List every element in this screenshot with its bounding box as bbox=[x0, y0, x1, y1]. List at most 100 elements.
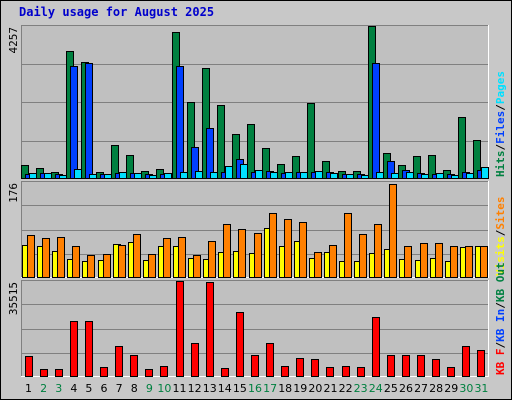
legend-item: Pages bbox=[494, 71, 507, 104]
bar-sites-day-18 bbox=[284, 219, 292, 278]
y-max-label: 176 bbox=[7, 183, 20, 203]
bar-pages-day-17 bbox=[270, 172, 278, 179]
bar-pages-day-8 bbox=[134, 173, 142, 179]
legend-item: KB F bbox=[494, 349, 507, 376]
bar-pages-day-10 bbox=[164, 173, 172, 179]
x-tick-label: 14 bbox=[218, 382, 232, 395]
bar-pages-day-18 bbox=[285, 172, 293, 179]
bar-pages-day-30 bbox=[466, 173, 474, 179]
bar-pages-day-7 bbox=[119, 172, 127, 179]
bar-files-day-4 bbox=[70, 66, 78, 179]
x-tick-label: 26 bbox=[399, 382, 413, 395]
y-max-label: 4257 bbox=[7, 27, 20, 54]
bar-hits-day-16 bbox=[247, 124, 255, 179]
x-tick-label: 10 bbox=[157, 382, 171, 395]
bar-pages-day-5 bbox=[89, 174, 97, 179]
bar-pages-day-12 bbox=[195, 171, 203, 179]
x-tick-label: 17 bbox=[263, 382, 277, 395]
bar-kb-f-day-29 bbox=[447, 367, 455, 377]
bar-pages-day-14 bbox=[225, 166, 233, 179]
bar-kb-f-day-2 bbox=[40, 369, 48, 377]
x-tick-label: 30 bbox=[459, 382, 473, 395]
x-tick-label: 11 bbox=[173, 382, 187, 395]
bar-sites-day-5 bbox=[87, 255, 95, 278]
bar-files-day-11 bbox=[176, 66, 184, 179]
bar-kb-f-day-4 bbox=[70, 321, 78, 377]
x-tick-label: 20 bbox=[308, 382, 322, 395]
bar-sites-day-3 bbox=[57, 237, 65, 278]
bar-kb-f-day-9 bbox=[145, 369, 153, 377]
bar-kb-f-day-17 bbox=[266, 343, 274, 377]
bar-kb-f-day-21 bbox=[326, 367, 334, 377]
x-tick-label: 29 bbox=[444, 382, 458, 395]
bar-kb-f-day-13 bbox=[206, 282, 214, 377]
x-tick-label: 22 bbox=[339, 382, 353, 395]
legend-item: Files bbox=[494, 111, 507, 144]
x-tick-label: 15 bbox=[233, 382, 247, 395]
bar-kb-f-day-18 bbox=[281, 366, 289, 377]
legend-item: Hits bbox=[494, 151, 507, 178]
bar-sites-day-17 bbox=[269, 213, 277, 278]
x-tick-label: 19 bbox=[293, 382, 307, 395]
x-tick-label: 1 bbox=[25, 382, 32, 395]
bar-pages-day-21 bbox=[330, 173, 338, 179]
bar-kb-f-day-16 bbox=[251, 355, 259, 377]
bar-sites-day-15 bbox=[238, 229, 246, 278]
x-tick-label: 9 bbox=[146, 382, 153, 395]
x-tick-label: 28 bbox=[429, 382, 443, 395]
bar-pages-day-2 bbox=[44, 173, 52, 179]
x-tick-label: 13 bbox=[203, 382, 217, 395]
bar-sites-day-16 bbox=[254, 233, 262, 278]
bar-kb-f-day-27 bbox=[417, 355, 425, 377]
bar-sites-day-27 bbox=[420, 243, 428, 278]
x-tick-label: 2 bbox=[40, 382, 47, 395]
bar-sites-day-12 bbox=[193, 255, 201, 278]
bar-pages-day-3 bbox=[59, 175, 67, 179]
legend-item: / bbox=[494, 104, 507, 111]
bar-pages-day-22 bbox=[346, 174, 354, 179]
bar-kb-f-day-22 bbox=[342, 366, 350, 377]
x-axis-labels: 1 2 3 4 5 6 7 8 9 10 11 12 13 14 15 16 17 18 19 20 21 22 23 24 2… bbox=[25, 382, 488, 395]
bar-sites-day-8 bbox=[133, 234, 141, 278]
bar-kb-f-day-24 bbox=[372, 317, 380, 377]
bar-sites-day-24 bbox=[374, 224, 382, 278]
bar-sites-day-11 bbox=[178, 237, 186, 278]
panel-legend: Hits/Files/Pages bbox=[494, 71, 507, 177]
x-tick-label: 23 bbox=[354, 382, 368, 395]
bar-kb-f-day-8 bbox=[130, 355, 138, 377]
bar-kb-f-day-30 bbox=[462, 346, 470, 377]
y-max-label: 35515 bbox=[7, 282, 20, 315]
bar-sites-day-31 bbox=[480, 246, 488, 278]
bar-sites-day-25 bbox=[389, 184, 397, 278]
bar-kb-f-day-23 bbox=[357, 367, 365, 377]
bar-sites-day-6 bbox=[103, 254, 111, 278]
x-tick-label: 8 bbox=[131, 382, 138, 395]
bar-pages-day-25 bbox=[391, 173, 399, 179]
bar-sites-day-13 bbox=[208, 241, 216, 278]
x-tick-label: 5 bbox=[85, 382, 92, 395]
bar-pages-day-4 bbox=[74, 169, 82, 179]
panel-legend: KB F/KB In/KB Out bbox=[494, 262, 507, 375]
bar-pages-day-16 bbox=[255, 170, 263, 179]
bar-pages-day-23 bbox=[361, 175, 369, 179]
bar-sites-day-28 bbox=[435, 243, 443, 278]
bar-kb-f-day-31 bbox=[477, 350, 485, 377]
x-tick-label: 25 bbox=[384, 382, 398, 395]
bar-sites-day-7 bbox=[118, 245, 126, 278]
bar-pages-day-24 bbox=[376, 172, 384, 179]
bar-pages-day-28 bbox=[436, 173, 444, 179]
bar-pages-day-26 bbox=[406, 172, 414, 179]
x-tick-label: 21 bbox=[323, 382, 337, 395]
bar-sites-day-4 bbox=[72, 246, 80, 278]
bar-kb-f-day-14 bbox=[221, 368, 229, 377]
bar-pages-day-9 bbox=[149, 175, 157, 179]
bar-kb-f-day-11 bbox=[176, 281, 184, 377]
bar-kb-f-day-25 bbox=[387, 355, 395, 377]
legend-item: / bbox=[494, 144, 507, 151]
legend-item: / bbox=[494, 342, 507, 349]
bar-kb-f-day-20 bbox=[311, 359, 319, 377]
bar-sites-day-19 bbox=[299, 222, 307, 278]
x-tick-label: 4 bbox=[70, 382, 77, 395]
